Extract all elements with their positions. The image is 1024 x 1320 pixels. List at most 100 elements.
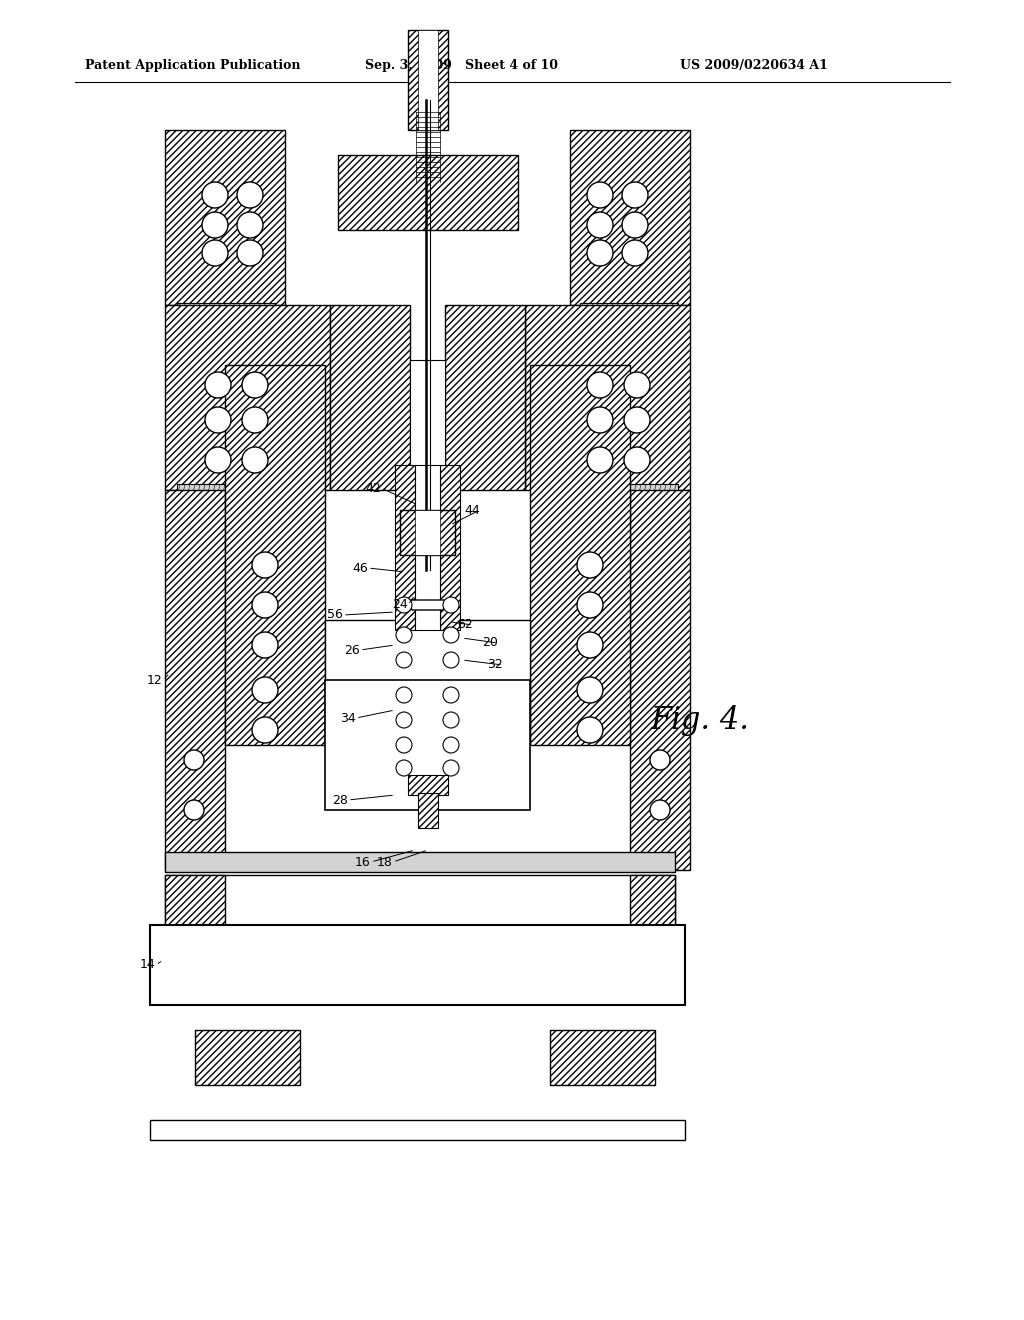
Text: 42: 42: [366, 482, 381, 495]
Bar: [400, 510, 455, 554]
Circle shape: [577, 717, 603, 743]
Bar: [530, 366, 630, 744]
Bar: [338, 154, 518, 230]
Circle shape: [587, 182, 613, 209]
Circle shape: [577, 632, 603, 657]
Circle shape: [587, 213, 613, 238]
Bar: [570, 129, 690, 305]
Circle shape: [205, 447, 231, 473]
Bar: [630, 875, 675, 940]
Bar: [415, 510, 440, 554]
Bar: [440, 465, 460, 630]
Text: US 2009/0220634 A1: US 2009/0220634 A1: [680, 58, 827, 71]
Circle shape: [587, 447, 613, 473]
Bar: [150, 925, 685, 1005]
Circle shape: [624, 372, 650, 399]
Circle shape: [237, 240, 263, 267]
Circle shape: [587, 372, 613, 399]
Bar: [330, 305, 410, 490]
Circle shape: [252, 552, 278, 578]
Circle shape: [396, 711, 412, 729]
Circle shape: [242, 407, 268, 433]
Bar: [410, 360, 445, 490]
Circle shape: [443, 652, 459, 668]
Circle shape: [396, 627, 412, 643]
Circle shape: [202, 213, 228, 238]
Bar: [408, 30, 449, 129]
Bar: [165, 305, 330, 490]
Circle shape: [622, 182, 648, 209]
Circle shape: [205, 407, 231, 433]
Circle shape: [443, 627, 459, 643]
Circle shape: [252, 632, 278, 657]
Bar: [408, 775, 449, 795]
Circle shape: [205, 372, 231, 399]
Circle shape: [443, 760, 459, 776]
Bar: [415, 465, 440, 630]
Bar: [165, 875, 675, 940]
Circle shape: [202, 240, 228, 267]
Bar: [225, 366, 325, 744]
Text: Patent Application Publication: Patent Application Publication: [85, 58, 300, 71]
Bar: [325, 680, 530, 810]
Bar: [550, 1030, 655, 1085]
Text: 62: 62: [457, 619, 473, 631]
Bar: [280, 378, 302, 400]
Circle shape: [184, 800, 204, 820]
Circle shape: [443, 686, 459, 704]
Text: 28: 28: [332, 793, 348, 807]
Bar: [525, 305, 690, 490]
Circle shape: [252, 677, 278, 704]
Bar: [630, 490, 690, 870]
Circle shape: [624, 407, 650, 433]
Circle shape: [587, 407, 613, 433]
Circle shape: [587, 240, 613, 267]
Bar: [150, 1119, 685, 1140]
Bar: [580, 304, 678, 318]
Circle shape: [396, 737, 412, 752]
Circle shape: [237, 213, 263, 238]
Circle shape: [184, 750, 204, 770]
Text: Fig. 4.: Fig. 4.: [650, 705, 750, 735]
Text: 20: 20: [482, 636, 498, 649]
Circle shape: [252, 591, 278, 618]
Circle shape: [396, 597, 412, 612]
Bar: [165, 851, 675, 873]
Bar: [177, 304, 275, 318]
Bar: [165, 129, 285, 305]
Circle shape: [252, 717, 278, 743]
Bar: [165, 490, 225, 870]
Text: 46: 46: [352, 561, 368, 574]
Circle shape: [396, 686, 412, 704]
Bar: [418, 30, 438, 129]
Text: 56: 56: [327, 609, 343, 622]
Circle shape: [650, 800, 670, 820]
Circle shape: [242, 372, 268, 399]
Circle shape: [443, 711, 459, 729]
Bar: [578, 484, 678, 498]
Text: 18: 18: [377, 855, 393, 869]
Circle shape: [396, 760, 412, 776]
Bar: [445, 305, 525, 490]
Circle shape: [396, 652, 412, 668]
Circle shape: [443, 597, 459, 612]
Circle shape: [577, 591, 603, 618]
Circle shape: [622, 240, 648, 267]
Text: 26: 26: [344, 644, 359, 656]
Circle shape: [577, 677, 603, 704]
Bar: [165, 875, 225, 940]
Bar: [554, 378, 575, 400]
Circle shape: [650, 750, 670, 770]
Circle shape: [242, 447, 268, 473]
Text: 34: 34: [340, 711, 356, 725]
Bar: [177, 484, 278, 498]
Bar: [395, 465, 415, 630]
Text: 16: 16: [355, 855, 371, 869]
Bar: [418, 793, 438, 828]
Text: 14: 14: [140, 958, 156, 972]
Circle shape: [577, 552, 603, 578]
Bar: [325, 620, 530, 744]
Text: 44: 44: [464, 503, 480, 516]
Polygon shape: [408, 601, 447, 610]
Circle shape: [237, 182, 263, 209]
